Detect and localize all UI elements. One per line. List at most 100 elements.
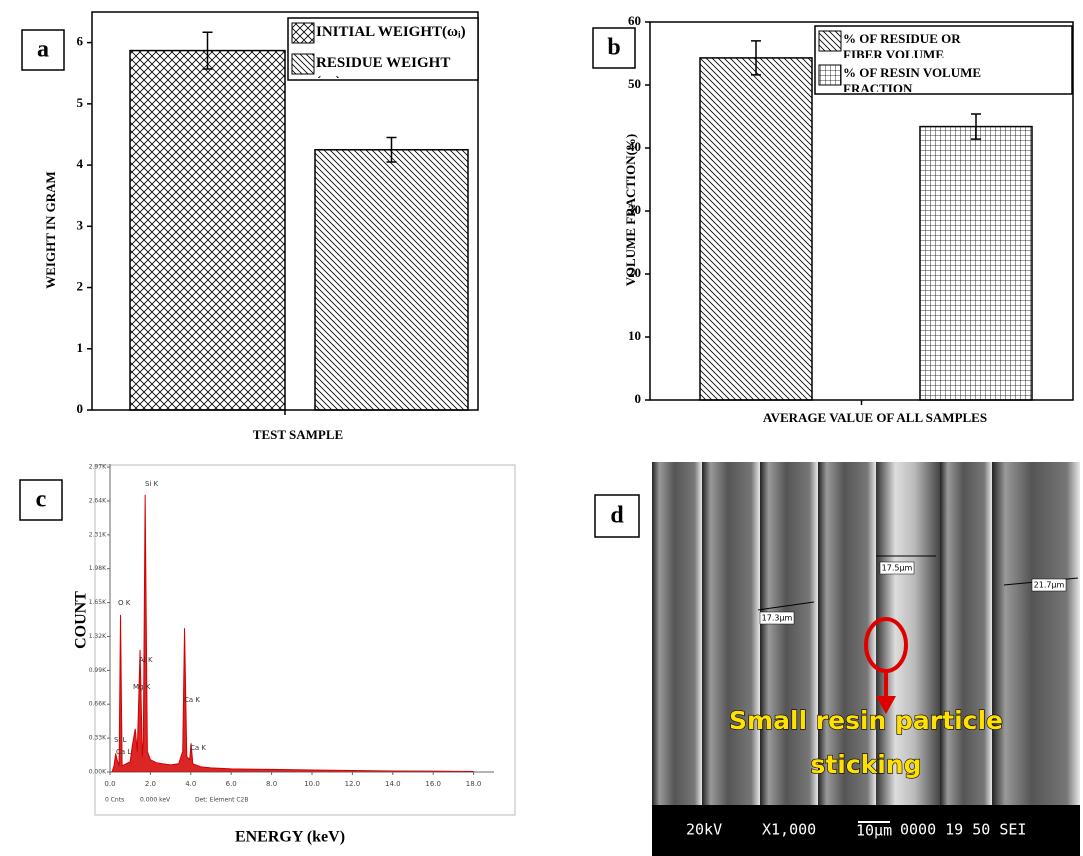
bar-chart: 0 10 20 30 40 50 60 AVERAGE VALUE OF ALL SAMPLE…: [623, 13, 1074, 425]
legend-swatch: [818, 30, 842, 52]
info-text: 0000 19 50 SEI: [900, 821, 1026, 839]
x-axis-label: TEST SAMPLE: [253, 427, 343, 442]
legend-box: [814, 25, 1073, 95]
y-tick-label: 30: [628, 202, 641, 217]
measure-box: [759, 611, 795, 625]
fiber: [940, 462, 992, 805]
x-tick-label: 2.0: [145, 780, 156, 788]
error-bar: [386, 136, 397, 163]
fiber: [876, 462, 940, 805]
y-tick-label: 2.31K: [89, 531, 107, 538]
y-tick-label: 6: [77, 34, 84, 49]
y-tick-label: 5: [77, 95, 84, 110]
y-tick-label: 60: [628, 13, 641, 28]
legend-box: [287, 17, 479, 81]
spectrum-frame: [94, 464, 516, 816]
legend-label: INITIAL WEIGHT(ωᵢ): [316, 24, 466, 40]
y-tick-label: 1.98K: [89, 565, 107, 572]
peak-label: Ca L: [116, 748, 131, 756]
fiber: [992, 462, 1080, 805]
y-tick-label: 50: [628, 76, 641, 91]
y-tick-label: 1.32K: [89, 633, 107, 640]
panel-label-box: [592, 27, 636, 69]
footer-text: 0.000 keV: [140, 797, 171, 804]
bar: [314, 149, 469, 411]
legend-swatch: [291, 22, 315, 44]
panel-label: b: [607, 35, 620, 61]
info-bar: [652, 805, 1080, 856]
legend-swatch: [291, 53, 315, 75]
x-tick-label: 6.0: [226, 780, 237, 788]
y-tick-label: 0: [635, 391, 642, 406]
panel-label: a: [37, 37, 49, 63]
error-bar: [971, 113, 981, 140]
y-tick-label: 1.65K: [89, 599, 107, 606]
legend-entry: % OF RESIDUE OR FIBER VOLUME FRACTION: [843, 31, 961, 58]
y-tick-label: 20: [628, 265, 641, 280]
legend-label: % OF RESIDUE OR FIBER VOLUME FRACTION: [843, 31, 961, 58]
peak-label: Mg K: [133, 683, 151, 691]
fiber: [702, 462, 760, 805]
measure-box: [1031, 578, 1067, 592]
x-axis-label: ENERGY (keV): [235, 829, 345, 846]
y-tick-label: 1: [77, 340, 84, 355]
y-tick-label: 0: [77, 401, 84, 416]
legend-entry: RESIDUE WEIGHT (ωᵣ): [316, 55, 450, 78]
peak-label: Si K: [145, 480, 159, 488]
peak-label: Ca K: [190, 744, 206, 752]
y-tick-label: 4: [77, 156, 84, 171]
panel-label-box: [21, 29, 65, 71]
error-bar: [751, 40, 761, 76]
x-axis-label: AVERAGE VALUE OF ALL SAMPLES: [763, 410, 987, 425]
panel-label: c: [36, 487, 47, 513]
peak-label: Al K: [139, 656, 153, 664]
info-text: 20kV: [686, 821, 722, 839]
y-tick-label: 10: [628, 328, 641, 343]
y-tick-label: 0.33K: [89, 735, 107, 742]
sem-panel: 17.5µm 17.3µm 21.7µm Small resin particl…: [594, 462, 1080, 856]
y-tick-label: 2.97K: [89, 464, 107, 471]
legend-label: % OF RESIN VOLUME FRACTION: [843, 65, 982, 92]
annotation: sticking: [810, 750, 921, 779]
footer-text: Det: Element C2B: [195, 797, 248, 804]
measurement: 17.5µm: [882, 564, 913, 573]
panel-label-box: [594, 494, 640, 538]
x-tick-label: 8.0: [266, 780, 277, 788]
spectrum-chart: 0.00K 0.33K 0.66K 0.99K 1.32K 1.65K 1.98K 2.31K…: [73, 464, 516, 846]
spectrum-line: [111, 494, 474, 773]
y-tick-label: 40: [628, 139, 641, 154]
measurement: 17.3µm: [762, 614, 793, 623]
error-bar: [202, 31, 213, 70]
y-axis-label: COUNT: [73, 591, 90, 649]
y-axis-label: VOLUME FRACTION(%): [623, 134, 638, 286]
y-tick-label: 0.00K: [89, 769, 107, 776]
x-tick-label: 16.0: [425, 780, 441, 788]
bar: [129, 49, 286, 411]
y-tick-label: 2.64K: [89, 497, 107, 504]
arrow-head: [876, 696, 896, 714]
x-tick-label: 0.0: [104, 780, 115, 788]
x-tick-label: 18.0: [466, 780, 482, 788]
x-tick-label: 14.0: [385, 780, 401, 788]
annotation: Small resin particle: [729, 706, 1003, 735]
peak-label: Ca K: [184, 696, 200, 704]
y-tick-label: 0.66K: [89, 701, 107, 708]
fiber: [652, 462, 702, 805]
fiber: [760, 462, 818, 805]
info-text: X1,000: [762, 821, 816, 839]
panel-label-box: [19, 479, 63, 521]
legend-entry: % OF RESIN VOLUME FRACTION: [843, 65, 982, 92]
y-axis-label: WEIGHT IN GRAM: [43, 171, 58, 289]
y-tick-label: 3: [77, 217, 84, 232]
legend-swatch: [818, 64, 842, 86]
x-tick-label: 4.0: [185, 780, 196, 788]
bar-chart: 0 1 2 3 4 5 6 TEST SAMPLE WEIGHT IN GRAM INITIAL …: [43, 11, 479, 442]
info-text: 10µm: [856, 822, 892, 840]
peak-label: Si L: [114, 736, 127, 744]
bar: [919, 125, 1033, 401]
measure-box: [879, 561, 915, 575]
x-tick-label: 12.0: [345, 780, 361, 788]
measurement: 21.7µm: [1034, 581, 1065, 590]
y-tick-label: 2: [77, 279, 84, 294]
